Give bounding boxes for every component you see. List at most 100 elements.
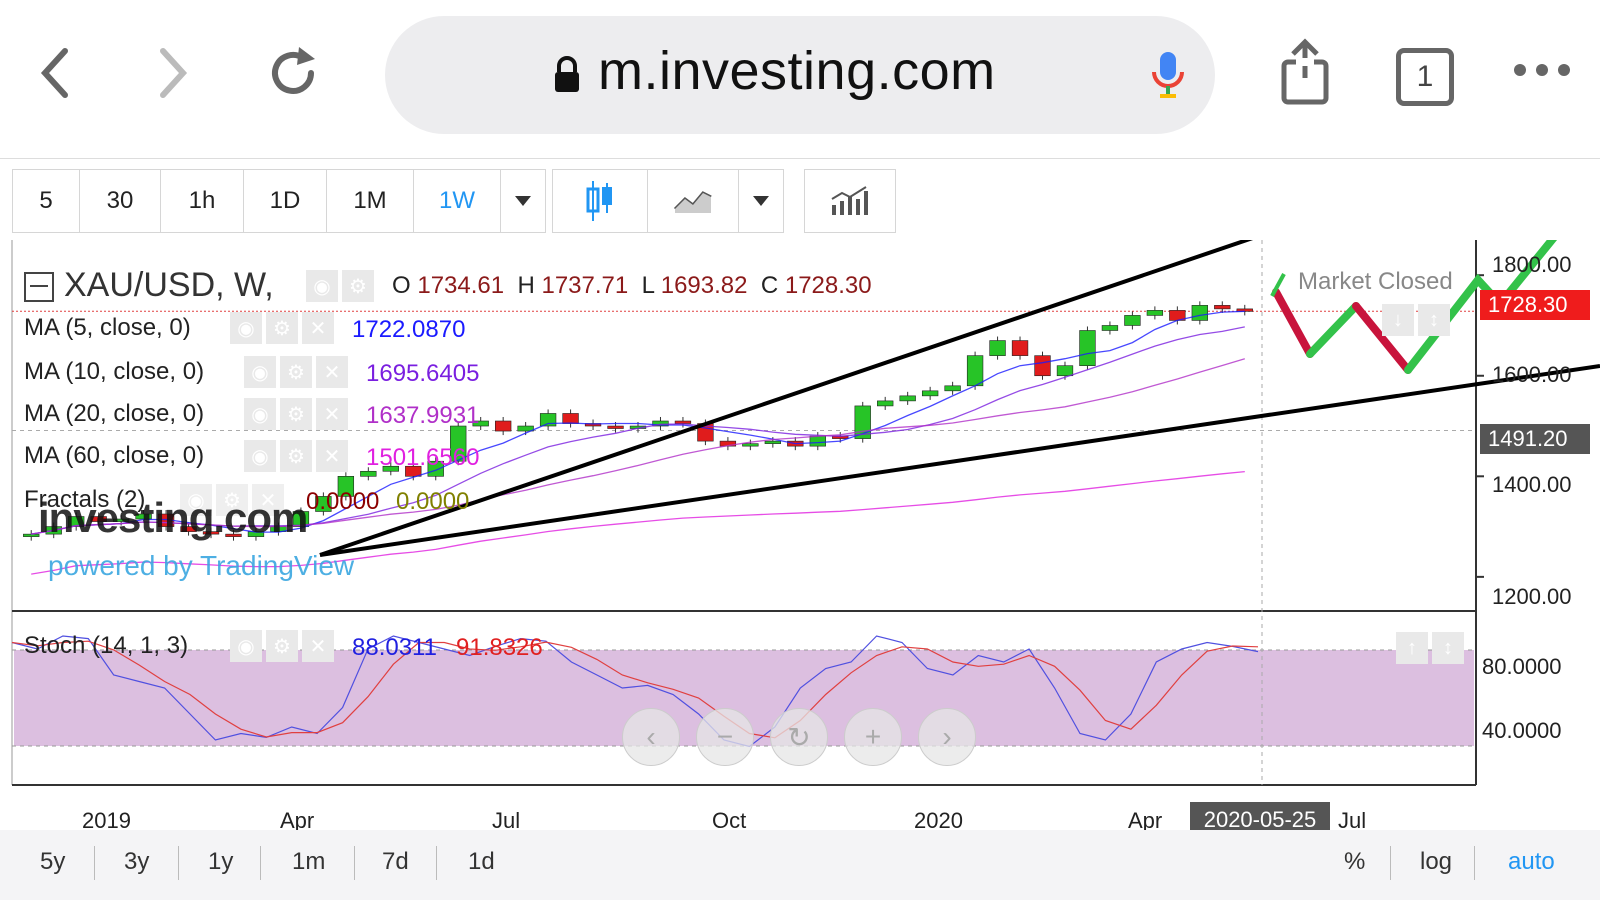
scroll-right-icon[interactable]: ›: [918, 708, 976, 766]
candle-body: [517, 425, 534, 432]
scroll-left-icon[interactable]: ‹: [622, 708, 680, 766]
range-3y[interactable]: 3y: [124, 848, 150, 875]
close-icon[interactable]: ✕: [316, 440, 348, 472]
candle-body: [112, 518, 130, 522]
range-1m[interactable]: 1m: [292, 848, 326, 875]
url-text[interactable]: m.investing.com: [598, 41, 996, 101]
price-chart[interactable]: [0, 240, 1600, 840]
interval-1w[interactable]: 1W: [414, 170, 501, 232]
share-icon[interactable]: [1280, 38, 1330, 113]
gear-icon[interactable]: ⚙: [266, 630, 298, 662]
candle-body: [494, 420, 512, 432]
chart-type-dropdown-icon[interactable]: [739, 170, 783, 232]
market-status: Market Closed: [1298, 268, 1453, 295]
gear-icon[interactable]: ⚙: [280, 440, 312, 472]
chart-type-group: [552, 169, 784, 233]
eye-icon[interactable]: ◉: [230, 630, 262, 662]
close-label: C: [760, 272, 779, 299]
collapse-legend-icon[interactable]: [24, 272, 54, 302]
stoch-tick: 40.0000: [1482, 718, 1562, 743]
gear-icon[interactable]: ⚙: [280, 356, 312, 388]
range-bar: 5y 3y 1y 1m 7d 1d % log auto: [0, 830, 1600, 900]
arrow-up-icon[interactable]: ↑: [1396, 632, 1428, 664]
interval-30[interactable]: 30: [80, 170, 161, 232]
eye-icon[interactable]: ◉: [244, 440, 276, 472]
eye-icon[interactable]: ◉: [244, 356, 276, 388]
gear-icon[interactable]: ⚙: [266, 312, 298, 344]
forward-icon[interactable]: [138, 38, 208, 108]
stoch-controls: ◉ ⚙ ✕: [230, 630, 334, 662]
candle-body: [652, 420, 669, 427]
expand-pane-icon[interactable]: ↕: [1418, 304, 1450, 336]
candle-body: [1191, 305, 1208, 321]
low-value: 1693.82: [660, 272, 748, 299]
zoom-in-icon[interactable]: +: [844, 708, 902, 766]
expand-stoch-icon[interactable]: ↕: [1432, 632, 1464, 664]
candle-body: [225, 533, 242, 537]
interval-1m[interactable]: 1M: [327, 170, 414, 232]
close-icon[interactable]: ✕: [302, 312, 334, 344]
arrow-down-icon[interactable]: ↓: [1382, 304, 1414, 336]
indicators-group: [804, 169, 896, 233]
ma60-value: 1501.6560: [366, 444, 480, 471]
line-chart-icon[interactable]: [648, 170, 739, 232]
close-icon[interactable]: ✕: [302, 630, 334, 662]
candle-body: [764, 440, 782, 444]
candle-body: [202, 531, 220, 535]
close-icon[interactable]: ✕: [316, 356, 348, 388]
close-icon[interactable]: ✕: [316, 398, 348, 430]
ma10-value: 1695.6405: [366, 360, 480, 387]
ma20-controls: ◉ ⚙ ✕: [244, 398, 348, 430]
interval-dropdown-icon[interactable]: [501, 170, 545, 232]
gear-icon[interactable]: ⚙: [280, 398, 312, 430]
microphone-icon[interactable]: [1150, 50, 1186, 105]
candle-body: [450, 425, 467, 462]
auto-toggle[interactable]: auto: [1508, 848, 1555, 875]
gear-icon[interactable]: ⚙: [342, 270, 374, 302]
time-tick: Apr: [1128, 808, 1163, 833]
interval-group: 5 30 1h 1D 1M 1W: [12, 169, 546, 233]
divider: [354, 846, 355, 880]
range-1y[interactable]: 1y: [208, 848, 234, 875]
candle-body: [899, 395, 916, 402]
reset-chart-icon[interactable]: ↻: [770, 708, 828, 766]
candle-body: [877, 400, 894, 407]
log-toggle[interactable]: log: [1420, 848, 1453, 875]
candle-body: [607, 425, 624, 429]
divider: [1474, 846, 1475, 880]
interval-1h[interactable]: 1h: [161, 170, 244, 232]
range-1d[interactable]: 1d: [468, 848, 495, 875]
percent-toggle[interactable]: %: [1344, 848, 1366, 875]
zoom-out-icon[interactable]: −: [696, 708, 754, 766]
symbol-controls: ◉ ⚙: [306, 270, 374, 302]
stoch-k-value: 88.0311: [352, 634, 437, 661]
candlestick-icon[interactable]: [553, 170, 648, 232]
forecast-green-leg: [1306, 302, 1360, 358]
candle-body: [472, 420, 489, 427]
address-bar[interactable]: [385, 16, 1215, 134]
price-tick: 1200.00: [1492, 584, 1572, 609]
tabs-button[interactable]: 1: [1396, 48, 1454, 106]
gear-icon[interactable]: ⚙: [216, 484, 248, 516]
reload-icon[interactable]: [258, 38, 328, 108]
close-icon[interactable]: ✕: [252, 484, 284, 516]
eye-icon[interactable]: ◉: [306, 270, 338, 302]
time-tick: Apr: [280, 808, 315, 833]
price-tick: 1600.00: [1492, 362, 1572, 387]
interval-5[interactable]: 5: [13, 170, 80, 232]
range-5y[interactable]: 5y: [40, 848, 66, 875]
more-menu-icon[interactable]: [1512, 60, 1572, 85]
high-label: H: [517, 272, 535, 299]
candle-body: [68, 516, 85, 527]
candle-body: [360, 470, 377, 477]
back-icon[interactable]: [20, 38, 90, 108]
eye-icon[interactable]: ◉: [180, 484, 212, 516]
indicators-icon[interactable]: [805, 170, 895, 232]
moving-average-line: [31, 310, 1245, 535]
range-7d[interactable]: 7d: [382, 848, 409, 875]
eye-icon[interactable]: ◉: [244, 398, 276, 430]
candle-body: [382, 465, 399, 472]
eye-icon[interactable]: ◉: [230, 312, 262, 344]
interval-1d[interactable]: 1D: [244, 170, 327, 232]
price-tick: 1400.00: [1492, 472, 1572, 497]
